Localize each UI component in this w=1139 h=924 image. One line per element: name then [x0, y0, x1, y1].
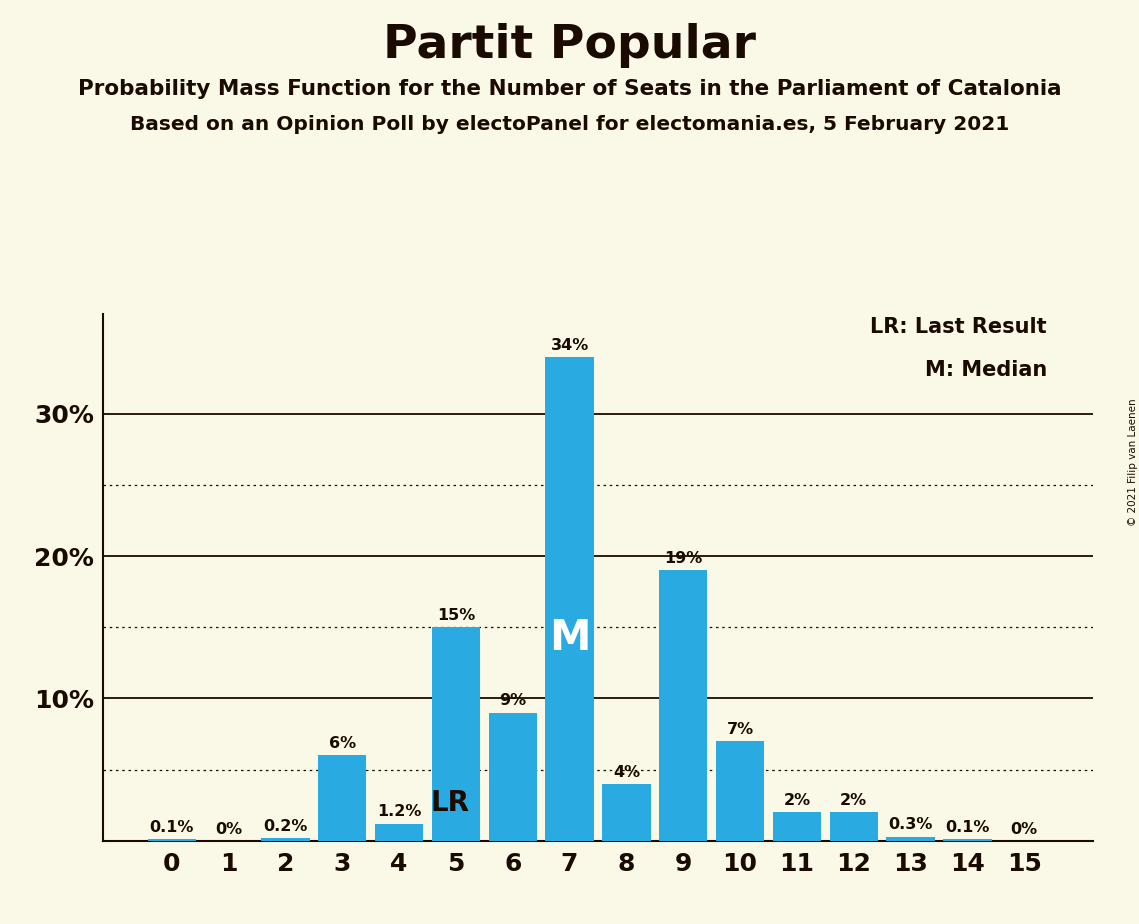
- Text: 0%: 0%: [215, 821, 243, 836]
- Bar: [659, 570, 707, 841]
- Text: 2%: 2%: [841, 793, 867, 808]
- Text: 0%: 0%: [1010, 821, 1038, 836]
- Bar: [318, 756, 367, 841]
- Text: 19%: 19%: [664, 551, 703, 566]
- Text: M: M: [549, 616, 590, 659]
- Text: © 2021 Filip van Laenen: © 2021 Filip van Laenen: [1129, 398, 1138, 526]
- Text: 6%: 6%: [329, 736, 355, 751]
- Text: 0.1%: 0.1%: [149, 821, 194, 835]
- Text: 2%: 2%: [784, 793, 811, 808]
- Text: 4%: 4%: [613, 765, 640, 780]
- Text: 0.1%: 0.1%: [945, 821, 990, 835]
- Bar: [489, 712, 536, 841]
- Bar: [261, 838, 310, 841]
- Text: 1.2%: 1.2%: [377, 805, 421, 820]
- Text: M: Median: M: Median: [925, 359, 1047, 380]
- Text: 0.2%: 0.2%: [263, 819, 308, 833]
- Text: Partit Popular: Partit Popular: [383, 23, 756, 68]
- Text: 34%: 34%: [550, 337, 589, 353]
- Bar: [772, 812, 821, 841]
- Text: Probability Mass Function for the Number of Seats in the Parliament of Catalonia: Probability Mass Function for the Number…: [77, 79, 1062, 99]
- Text: LR: Last Result: LR: Last Result: [870, 317, 1047, 337]
- Bar: [546, 357, 593, 841]
- Bar: [886, 836, 935, 841]
- Text: 0.3%: 0.3%: [888, 818, 933, 833]
- Bar: [943, 839, 992, 841]
- Bar: [375, 824, 424, 841]
- Bar: [603, 784, 650, 841]
- Text: 9%: 9%: [499, 693, 526, 709]
- Bar: [829, 812, 878, 841]
- Bar: [432, 627, 480, 841]
- Text: 15%: 15%: [436, 608, 475, 623]
- Bar: [148, 839, 196, 841]
- Text: Based on an Opinion Poll by electoPanel for electomania.es, 5 February 2021: Based on an Opinion Poll by electoPanel …: [130, 116, 1009, 135]
- Text: 7%: 7%: [727, 722, 754, 737]
- Bar: [716, 741, 764, 841]
- Text: LR: LR: [431, 789, 469, 817]
